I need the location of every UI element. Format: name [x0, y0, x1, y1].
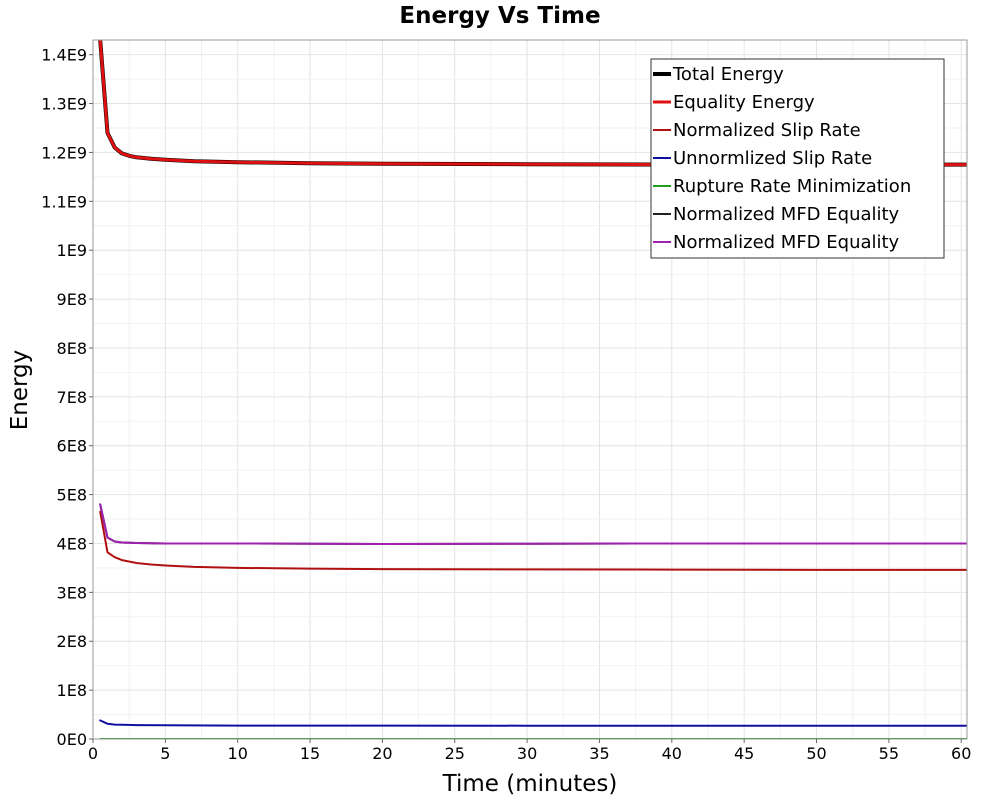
y-tick-label: 9E8: [57, 290, 87, 309]
y-tick-label: 8E8: [57, 339, 87, 358]
x-tick-label: 0: [88, 744, 98, 763]
y-axis-ticks: 0E0 1E8 2E8 3E8 4E8 5E8 6E8 7E8 8E8 9E8 1E9 1.1E9 1.…: [41, 46, 93, 749]
x-tick-label: 20: [372, 744, 392, 763]
series-layer: [98, 40, 967, 739]
y-axis-label: Energy: [7, 350, 33, 431]
y-tick-label: 1.1E9: [41, 192, 87, 211]
x-tick-label: 40: [662, 744, 682, 763]
x-tick-label: 5: [160, 744, 170, 763]
x-tick-label: 60: [951, 744, 971, 763]
x-tick-label: 15: [300, 744, 320, 763]
plot-area-border: [92, 39, 968, 740]
y-tick-label: 4E8: [57, 534, 87, 553]
series-line-4: [99, 719, 967, 727]
y-tick-label: 3E8: [57, 583, 87, 602]
legend-entry-label: Total Energy: [672, 64, 784, 85]
y-tick-label: 1E8: [57, 681, 87, 700]
legend-entry-label: Unnormlized Slip Rate: [673, 148, 872, 169]
x-tick-label: 30: [517, 744, 537, 763]
y-tick-label: 2E8: [57, 632, 87, 651]
y-tick-label: 6E8: [57, 437, 87, 456]
series-line-7: [99, 503, 967, 545]
legend-entry-label: Rupture Rate Minimization: [673, 176, 911, 197]
x-tick-label: 50: [806, 744, 826, 763]
y-tick-label: 0E0: [57, 730, 87, 749]
x-tick-label: 35: [589, 744, 609, 763]
legend-entry-label: Normalized MFD Equality: [673, 204, 900, 225]
legend-entry-label: Normalized MFD Equality: [673, 232, 900, 253]
y-tick-label: 5E8: [57, 486, 87, 505]
legend-entry-label: Equality Energy: [673, 92, 815, 113]
legend-box: [650, 58, 945, 259]
x-tick-label: 55: [879, 744, 899, 763]
chart-title: Energy Vs Time: [399, 3, 600, 29]
x-tick-label: 25: [445, 744, 465, 763]
y-tick-label: 1E9: [57, 241, 87, 260]
y-tick-label: 1.2E9: [41, 143, 87, 162]
series-line-2: [98, 40, 967, 167]
y-tick-label: 7E8: [57, 388, 87, 407]
x-axis-ticks: 0 5 10 15 20 25 30 35 40 45 50 55 60: [88, 739, 971, 763]
x-tick-label: 45: [734, 744, 754, 763]
x-tick-label: 10: [228, 744, 248, 763]
series-line-3: [99, 510, 967, 571]
legend: Total Energy Equality Energy Normalized Sl…: [650, 58, 945, 259]
x-axis-label: Time (minutes): [442, 771, 618, 797]
y-tick-label: 1.3E9: [41, 95, 87, 114]
legend-entry-label: Normalized Slip Rate: [673, 120, 861, 141]
y-tick-label: 1.4E9: [41, 46, 87, 65]
